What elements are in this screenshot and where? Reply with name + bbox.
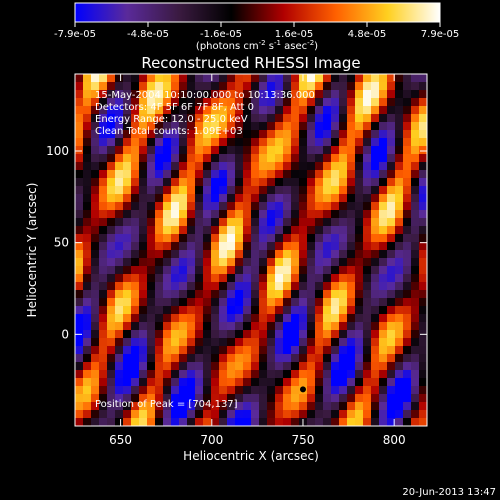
annotation-block: 15-May-2004 10:10:00.000 to 10:13:36.000… xyxy=(95,90,315,137)
colorbar-tick-label: -7.9e-05 xyxy=(54,29,96,40)
y-axis-tick-labels: 0 50 100 xyxy=(46,144,69,341)
annotation-line: Energy Range: 12.0 - 25.0 keV xyxy=(95,114,248,125)
plot-frame xyxy=(74,73,428,427)
colorbar-tick-label: 4.8e-05 xyxy=(348,29,386,40)
colorbar-tick-label: -1.6e-05 xyxy=(200,29,242,40)
peak-position-label: Position of Peak = [704,137] xyxy=(95,399,238,410)
annotation-line: 15-May-2004 10:10:00.000 to 10:13:36.000 xyxy=(95,90,315,101)
colorbar-ticks xyxy=(74,22,441,27)
colorbar-units: (photons cm-2 s-1 asec-2) xyxy=(196,39,318,52)
colorbar-tick-labels: -7.9e-05 -4.8e-05 -1.6e-05 1.6e-05 4.8e-05 7.… xyxy=(54,29,459,40)
colorbar-tick-label: -4.8e-05 xyxy=(127,29,169,40)
y-tick-label: 50 xyxy=(54,236,69,250)
colorbar-tick-label: 7.9e-05 xyxy=(421,29,459,40)
colorbar xyxy=(74,2,441,23)
y-tick-label: 100 xyxy=(46,144,69,158)
x-tick-label: 750 xyxy=(292,433,315,447)
x-axis-tick-labels: 650 700 750 800 xyxy=(109,433,405,447)
annotation-line: Clean Total counts: 1.09E+03 xyxy=(95,126,243,137)
x-tick-label: 800 xyxy=(383,433,406,447)
x-tick-label: 650 xyxy=(109,433,132,447)
footer-date: 20-Jun-2013 13:47 xyxy=(402,487,496,498)
heatmap-image xyxy=(75,74,427,426)
peak-marker xyxy=(299,386,306,393)
chart-title: Reconstructed RHESSI Image xyxy=(141,54,360,72)
y-axis-label: Heliocentric Y (arcsec) xyxy=(25,183,39,318)
x-axis-ticks xyxy=(120,74,395,426)
x-tick-label: 700 xyxy=(200,433,223,447)
x-axis-label: Heliocentric X (arcsec) xyxy=(183,449,319,463)
annotation-line: Detectors: 4F 5F 6F 7F 8F, Att 0 xyxy=(95,102,254,113)
y-tick-label: 0 xyxy=(61,327,69,341)
y-axis-ticks xyxy=(75,150,427,335)
colorbar-tick-label: 1.6e-05 xyxy=(275,29,313,40)
